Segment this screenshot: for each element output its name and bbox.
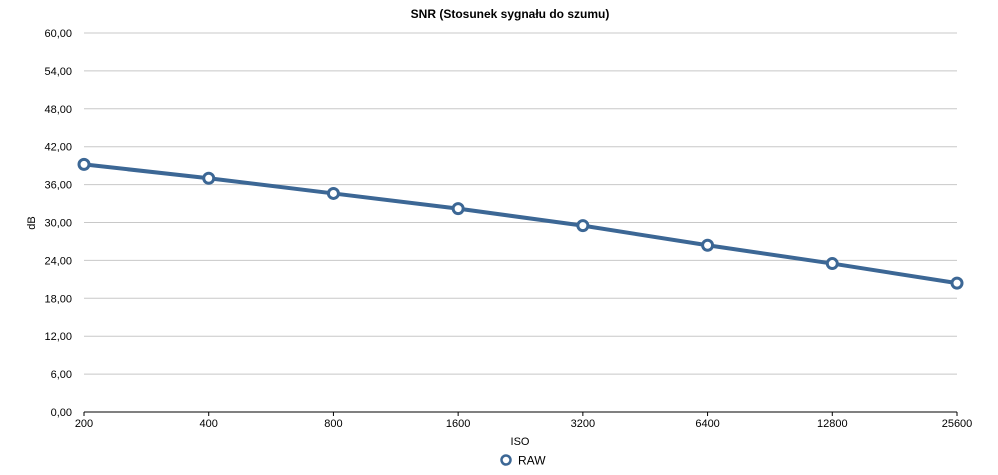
x-tick-label: 25600	[942, 418, 973, 430]
x-tick-label: 1600	[446, 418, 470, 430]
data-point-raw	[77, 157, 91, 171]
y-tick-label: 54,00	[44, 66, 72, 78]
y-axis-label: dB	[26, 216, 38, 229]
x-tick-label: 12800	[817, 418, 848, 430]
x-tick-labels: 200 400 800 1600 3200 6400 12800 25600	[75, 412, 972, 430]
y-tick-label: 24,00	[44, 255, 72, 267]
y-tick-label: 18,00	[44, 293, 72, 305]
data-point-raw	[950, 276, 964, 290]
y-tick-label: 48,00	[44, 104, 72, 116]
x-tick-label: 3200	[571, 418, 595, 430]
gridlines	[84, 32, 957, 375]
x-tick-label: 6400	[695, 418, 719, 430]
y-tick-label: 0,00	[51, 407, 72, 419]
data-point-raw	[576, 219, 590, 233]
x-axis-label: ISO	[511, 436, 530, 448]
x-tick-label: 800	[324, 418, 342, 430]
y-tick-labels: 0,00 6,00 12,00 18,00 24,00 30,00 36,00 42,00 48…	[44, 28, 72, 419]
data-point-raw	[825, 257, 839, 271]
x-tick-label: 400	[200, 418, 218, 430]
y-tick-label: 42,00	[44, 142, 72, 154]
x-tick-label: 200	[75, 418, 93, 430]
series-line-raw	[82, 162, 959, 286]
legend-label-raw: RAW	[518, 454, 546, 468]
legend-marker-raw	[500, 454, 512, 466]
data-point-raw	[451, 202, 465, 216]
chart-title: SNR (Stosunek sygnału do szumu)	[411, 7, 610, 21]
y-tick-label: 6,00	[51, 369, 72, 381]
data-point-raw	[326, 186, 340, 200]
y-tick-label: 60,00	[44, 28, 72, 40]
legend: RAW	[500, 454, 546, 468]
data-point-raw	[202, 171, 216, 185]
y-tick-label: 12,00	[44, 331, 72, 343]
data-point-raw	[701, 238, 715, 252]
series-raw	[77, 157, 964, 290]
y-tick-label: 36,00	[44, 180, 72, 192]
y-tick-label: 30,00	[44, 218, 72, 230]
